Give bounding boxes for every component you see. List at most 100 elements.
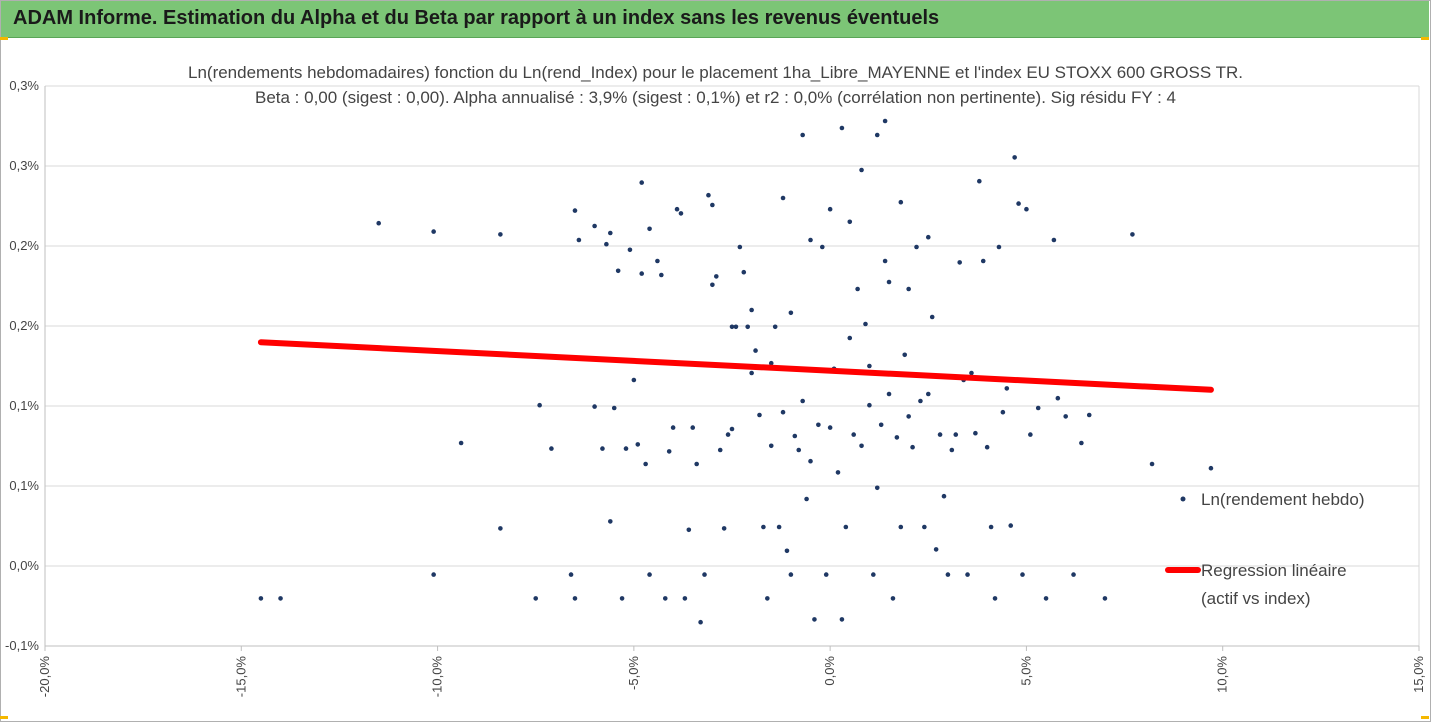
data-point <box>847 219 853 225</box>
report-header-banner: ADAM Informe. Estimation du Alpha et du … <box>1 1 1429 38</box>
data-point <box>733 324 739 330</box>
data-point <box>757 412 762 418</box>
data-point <box>572 596 578 601</box>
data-point <box>431 229 436 234</box>
data-point <box>670 425 676 430</box>
data-point <box>745 324 751 330</box>
data-point <box>800 132 805 138</box>
data-point <box>886 391 892 397</box>
data-point <box>776 524 782 530</box>
data-point <box>874 132 880 138</box>
data-point <box>965 572 970 577</box>
data-point <box>804 496 809 502</box>
data-point <box>608 230 613 236</box>
data-point <box>855 286 860 292</box>
data-point <box>1000 409 1006 415</box>
data-point <box>1035 405 1041 411</box>
data-point <box>898 199 904 205</box>
data-point <box>871 572 876 577</box>
corner-marker <box>0 716 8 719</box>
data-point <box>627 247 633 253</box>
data-point <box>1130 232 1135 237</box>
data-point <box>914 244 919 250</box>
data-point <box>674 206 680 212</box>
data-point <box>843 524 849 530</box>
data-point <box>753 348 758 353</box>
data-point <box>631 377 637 383</box>
data-point <box>878 422 884 428</box>
data-point <box>694 461 699 467</box>
chart-title-line1: Ln(rendements hebdomadaires) fonction du… <box>188 63 1243 82</box>
data-point <box>874 485 880 491</box>
data-point <box>659 272 664 278</box>
regression-line <box>257 339 1214 393</box>
data-point <box>988 524 994 530</box>
data-point <box>725 432 731 437</box>
data-point <box>537 402 542 408</box>
data-point <box>859 443 864 449</box>
data-point <box>867 363 872 369</box>
y-tick-label: -0,1% <box>5 638 39 653</box>
data-point <box>882 258 888 264</box>
data-point <box>702 572 707 577</box>
data-point <box>882 118 888 124</box>
y-tick-label: 0,3% <box>9 158 39 173</box>
data-point <box>608 519 613 524</box>
data-point <box>643 461 648 467</box>
data-point <box>706 192 711 198</box>
data-point <box>847 335 853 341</box>
data-point <box>788 572 794 577</box>
data-point <box>1051 237 1057 243</box>
data-point <box>819 244 825 250</box>
data-point <box>761 524 766 530</box>
data-point <box>977 178 982 184</box>
data-point <box>639 180 645 185</box>
data-point <box>686 527 692 533</box>
x-tick-label: 0,0% <box>822 656 837 686</box>
y-tick-label: 0,1% <box>9 478 39 493</box>
data-point <box>859 167 864 173</box>
data-point <box>863 321 868 327</box>
data-point <box>647 226 652 232</box>
x-tick-label: -10,0% <box>430 656 445 698</box>
data-point <box>788 310 794 316</box>
data-point <box>1086 412 1092 418</box>
y-tick-label: 0,2% <box>9 318 39 333</box>
data-point <box>973 430 978 436</box>
data-point <box>906 414 911 419</box>
data-point <box>768 443 774 449</box>
data-point <box>678 211 684 216</box>
data-point <box>906 286 911 292</box>
data-point <box>737 244 743 250</box>
data-point <box>1071 572 1076 577</box>
data-point <box>749 307 754 313</box>
corner-marker <box>1421 716 1429 719</box>
data-point <box>498 232 503 237</box>
data-point <box>933 547 939 552</box>
data-point <box>980 258 986 264</box>
data-point <box>1020 572 1025 577</box>
x-tick-label: 15,0% <box>1411 656 1426 693</box>
data-point <box>890 596 896 601</box>
y-tick-label: 0,2% <box>9 238 39 253</box>
data-point <box>278 596 283 601</box>
x-tick-label: -5,0% <box>626 656 641 690</box>
data-point <box>894 435 900 440</box>
x-tick-label: -15,0% <box>233 656 248 698</box>
y-tick-label: 0,1% <box>9 398 39 413</box>
data-point <box>827 425 833 430</box>
data-point <box>1055 395 1061 401</box>
data-point <box>655 258 660 264</box>
x-tick-label: 5,0% <box>1018 656 1033 686</box>
data-point <box>768 360 774 366</box>
data-point <box>886 279 892 285</box>
data-point <box>902 352 908 358</box>
data-point <box>533 596 539 601</box>
data-point <box>572 208 578 213</box>
data-point <box>1016 201 1021 206</box>
data-point <box>698 619 703 625</box>
data-point <box>765 596 770 601</box>
data-point <box>839 125 845 131</box>
data-point <box>1102 596 1108 601</box>
